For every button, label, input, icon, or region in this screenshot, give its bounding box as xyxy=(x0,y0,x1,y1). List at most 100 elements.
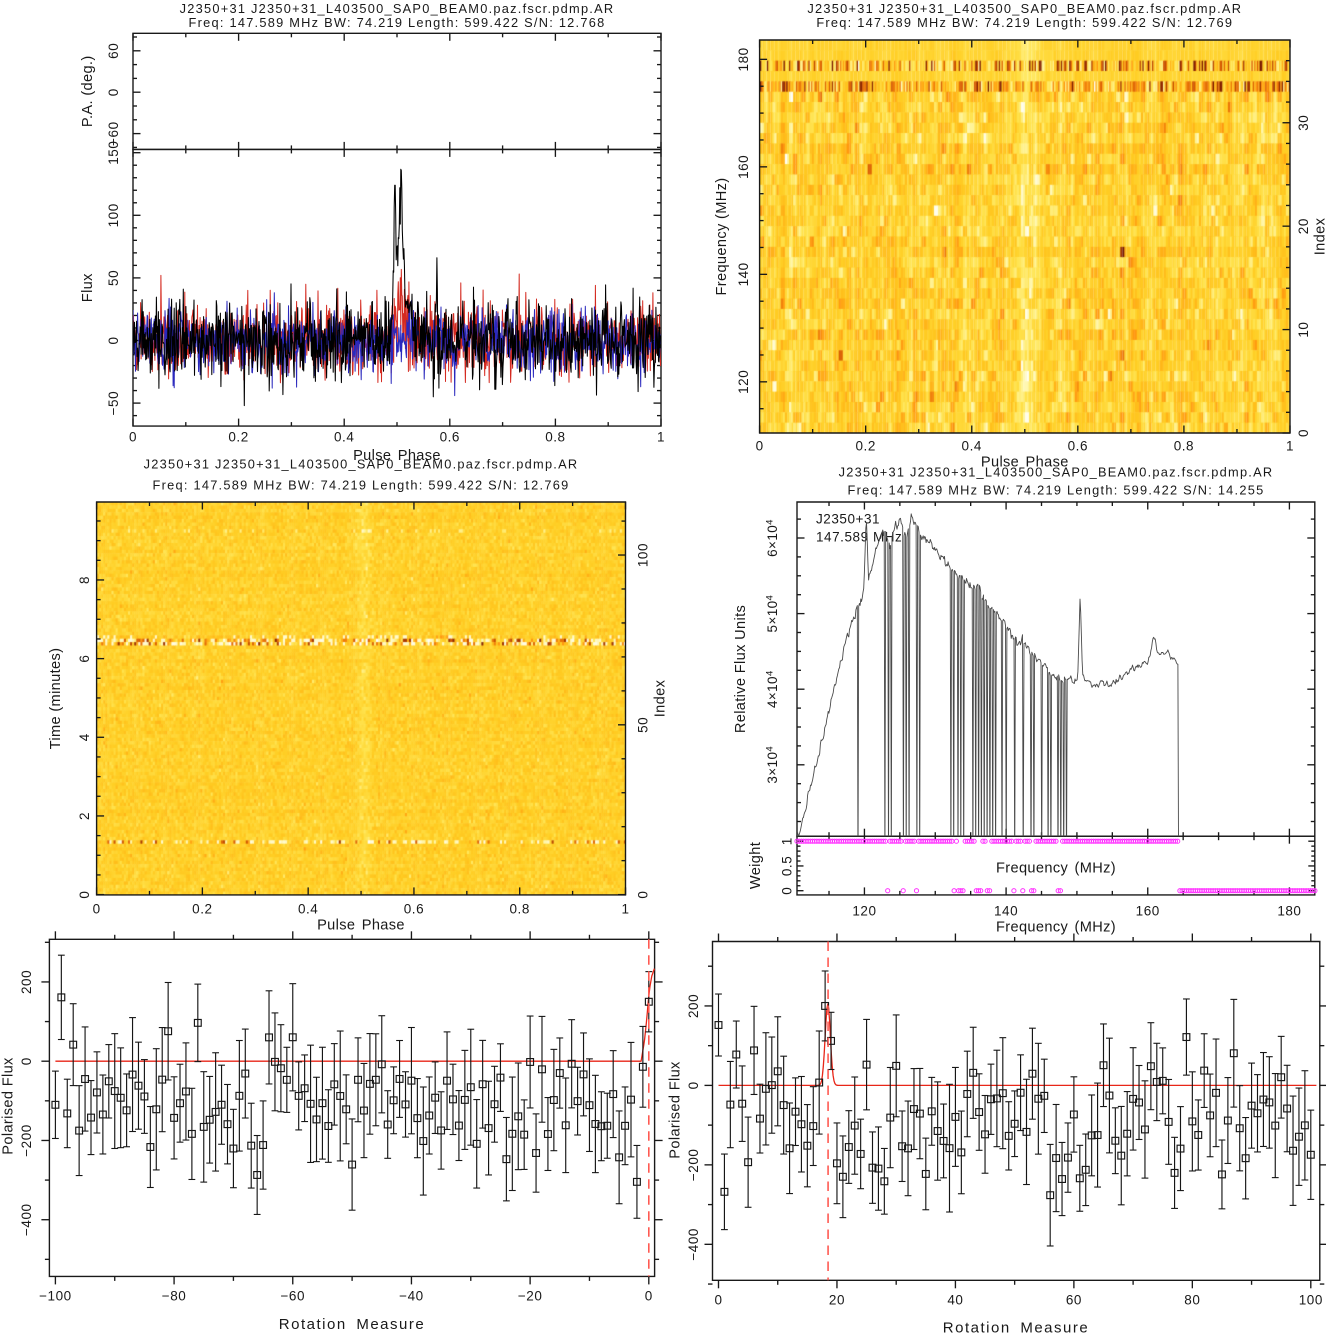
svg-text:Polarised Flux: Polarised Flux xyxy=(668,1061,684,1159)
svg-text:−200: −200 xyxy=(686,1149,701,1182)
svg-text:4: 4 xyxy=(77,733,92,741)
svg-text:160: 160 xyxy=(1136,904,1160,919)
svg-text:0: 0 xyxy=(77,891,92,899)
svg-text:180: 180 xyxy=(1277,904,1301,919)
svg-text:0: 0 xyxy=(780,887,795,895)
svg-text:Freq: 147.589 MHz BW: 74.219 L: Freq: 147.589 MHz BW: 74.219 Length: 599… xyxy=(816,15,1233,30)
svg-text:Pulse Phase: Pulse Phase xyxy=(981,455,1069,471)
svg-text:2: 2 xyxy=(77,812,92,820)
svg-text:120: 120 xyxy=(736,370,751,394)
svg-text:0.2: 0.2 xyxy=(192,902,212,917)
svg-text:60: 60 xyxy=(106,43,121,59)
svg-text:150: 150 xyxy=(106,141,121,165)
svg-text:0.8: 0.8 xyxy=(545,430,565,445)
svg-text:40: 40 xyxy=(947,1293,963,1308)
svg-text:0: 0 xyxy=(686,1081,701,1089)
svg-text:80: 80 xyxy=(1184,1293,1200,1308)
svg-text:0: 0 xyxy=(756,439,764,454)
svg-text:Index: Index xyxy=(653,679,669,717)
svg-text:50: 50 xyxy=(106,270,121,286)
svg-text:Frequency (MHz): Frequency (MHz) xyxy=(996,861,1116,877)
svg-text:4×104: 4×104 xyxy=(765,670,781,708)
svg-text:−60: −60 xyxy=(106,121,121,146)
svg-text:Freq: 147.589 MHz BW: 74.219 L: Freq: 147.589 MHz BW: 74.219 Length: 599… xyxy=(189,15,606,30)
svg-text:0: 0 xyxy=(645,1289,653,1304)
svg-text:Flux: Flux xyxy=(80,273,96,302)
svg-text:−20: −20 xyxy=(518,1289,543,1304)
svg-text:8: 8 xyxy=(77,576,92,584)
svg-text:120: 120 xyxy=(852,904,876,919)
svg-text:5×104: 5×104 xyxy=(765,595,781,633)
svg-text:0.5: 0.5 xyxy=(780,856,795,876)
svg-text:J2350+31: J2350+31 xyxy=(816,512,880,527)
svg-text:Rotation Measure: Rotation Measure xyxy=(943,1320,1089,1335)
svg-text:P.A. (deg.): P.A. (deg.) xyxy=(80,55,96,127)
svg-text:−100: −100 xyxy=(39,1289,72,1304)
svg-text:−400: −400 xyxy=(686,1228,701,1261)
svg-text:200: 200 xyxy=(19,970,34,994)
svg-text:0: 0 xyxy=(93,902,101,917)
svg-text:20: 20 xyxy=(1296,218,1311,234)
svg-text:Polarised Flux: Polarised Flux xyxy=(1,1057,17,1155)
svg-text:0.4: 0.4 xyxy=(334,430,354,445)
svg-text:0: 0 xyxy=(19,1057,34,1065)
svg-text:J2350+31 J2350+31_L403500_SAP0: J2350+31 J2350+31_L403500_SAP0_BEAM0.paz… xyxy=(144,456,579,471)
svg-text:100: 100 xyxy=(106,203,121,227)
svg-text:Index: Index xyxy=(1313,217,1326,255)
svg-text:−40: −40 xyxy=(399,1289,424,1304)
svg-text:−400: −400 xyxy=(19,1203,34,1236)
svg-text:0: 0 xyxy=(714,1293,722,1308)
svg-text:0: 0 xyxy=(1296,429,1311,437)
svg-text:J2350+31 J2350+31_L403500_SAP0: J2350+31 J2350+31_L403500_SAP0_BEAM0.paz… xyxy=(839,464,1274,479)
svg-text:200: 200 xyxy=(686,994,701,1018)
svg-text:30: 30 xyxy=(1296,115,1311,131)
svg-text:0: 0 xyxy=(106,336,121,344)
svg-text:0.2: 0.2 xyxy=(855,439,875,454)
svg-text:0.8: 0.8 xyxy=(1174,439,1194,454)
svg-text:0.8: 0.8 xyxy=(510,902,530,917)
svg-text:6×104: 6×104 xyxy=(765,519,781,557)
svg-text:Weight: Weight xyxy=(748,842,764,889)
svg-text:Relative Flux Units: Relative Flux Units xyxy=(733,605,749,733)
svg-text:180: 180 xyxy=(736,47,751,71)
svg-text:60: 60 xyxy=(1066,1293,1082,1308)
svg-text:1: 1 xyxy=(1286,439,1294,454)
svg-text:140: 140 xyxy=(736,262,751,286)
svg-text:6: 6 xyxy=(77,655,92,663)
svg-text:50: 50 xyxy=(636,717,651,733)
svg-text:1: 1 xyxy=(780,837,795,845)
svg-text:100: 100 xyxy=(636,543,651,567)
svg-text:10: 10 xyxy=(1296,322,1311,338)
svg-text:140: 140 xyxy=(994,904,1018,919)
svg-text:147.589 MHz: 147.589 MHz xyxy=(816,530,902,545)
svg-text:20: 20 xyxy=(829,1293,845,1308)
svg-text:0.6: 0.6 xyxy=(404,902,424,917)
svg-text:Frequency (MHz): Frequency (MHz) xyxy=(714,178,730,296)
svg-text:0: 0 xyxy=(106,88,121,96)
svg-text:0.4: 0.4 xyxy=(962,439,982,454)
svg-text:0: 0 xyxy=(636,891,651,899)
svg-text:Freq: 147.589 MHz BW: 74.219 L: Freq: 147.589 MHz BW: 74.219 Length: 599… xyxy=(153,477,570,492)
svg-text:0.4: 0.4 xyxy=(298,902,318,917)
svg-text:Frequency (MHz): Frequency (MHz) xyxy=(996,920,1116,936)
svg-text:−80: −80 xyxy=(162,1289,187,1304)
svg-text:Freq: 147.589 MHz BW: 74.219 L: Freq: 147.589 MHz BW: 74.219 Length: 599… xyxy=(848,482,1265,497)
svg-text:−50: −50 xyxy=(106,391,121,416)
svg-text:1: 1 xyxy=(657,430,665,445)
svg-text:J2350+31 J2350+31_L403500_SAP0: J2350+31 J2350+31_L403500_SAP0_BEAM0.paz… xyxy=(180,1,615,16)
svg-text:Pulse Phase: Pulse Phase xyxy=(353,448,441,464)
svg-text:Pulse Phase: Pulse Phase xyxy=(317,918,405,934)
svg-text:3×104: 3×104 xyxy=(765,746,781,784)
svg-text:100: 100 xyxy=(1299,1293,1323,1308)
svg-text:Rotation Measure: Rotation Measure xyxy=(279,1316,425,1333)
svg-text:0.2: 0.2 xyxy=(228,430,248,445)
svg-text:J2350+31 J2350+31_L403500_SAP0: J2350+31 J2350+31_L403500_SAP0_BEAM0.paz… xyxy=(807,1,1242,16)
svg-text:1: 1 xyxy=(621,902,629,917)
svg-text:160: 160 xyxy=(736,155,751,179)
svg-text:−60: −60 xyxy=(280,1289,305,1304)
svg-text:Time (minutes): Time (minutes) xyxy=(48,648,64,750)
svg-text:0.6: 0.6 xyxy=(440,430,460,445)
svg-text:0: 0 xyxy=(129,430,137,445)
svg-text:−200: −200 xyxy=(19,1124,34,1157)
svg-text:0.6: 0.6 xyxy=(1068,439,1088,454)
